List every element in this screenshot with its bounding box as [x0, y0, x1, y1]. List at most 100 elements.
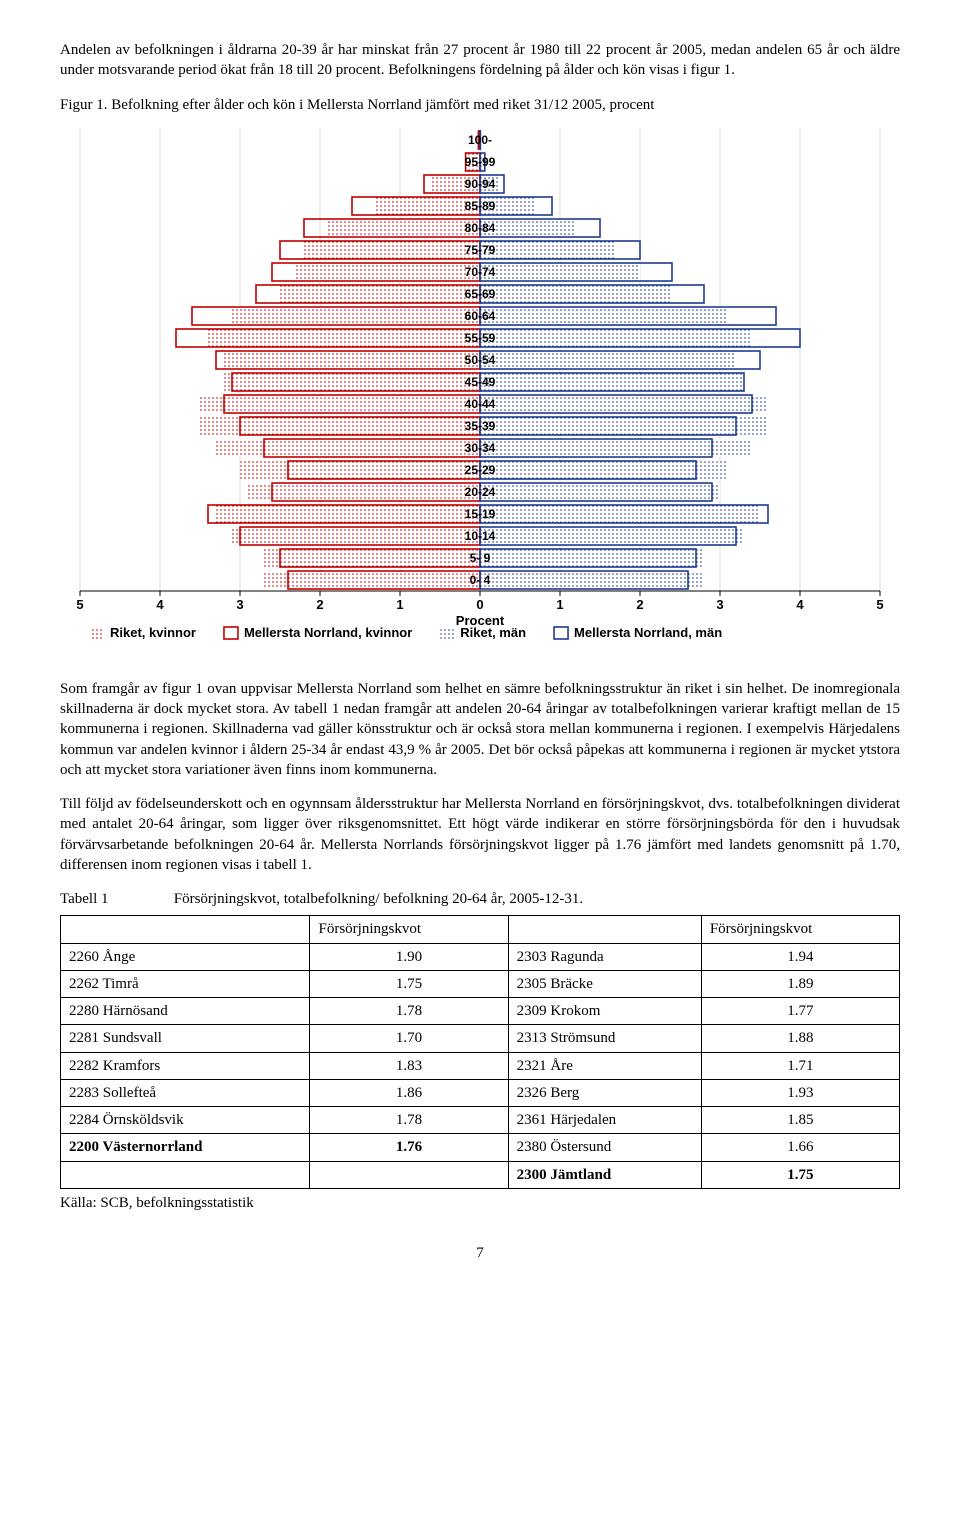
- bar-riket-man: [480, 549, 704, 567]
- bar-riket-man: [480, 263, 640, 281]
- table-row: 2262 Timrå1.752305 Bräcke1.89: [61, 970, 900, 997]
- table-cell: 2200 Västernorrland: [61, 1134, 310, 1161]
- bar-riket-man: [480, 571, 704, 589]
- table-cell: 2280 Härnösand: [61, 998, 310, 1025]
- table-cell: 1.77: [701, 998, 899, 1025]
- table-cell: 2305 Bräcke: [508, 970, 701, 997]
- table-cell: 2309 Krokom: [508, 998, 701, 1025]
- bar-riket-kvinnor: [240, 461, 480, 479]
- figure-title: Figur 1. Befolkning efter ålder och kön …: [60, 95, 900, 115]
- bar-riket-man: [480, 285, 672, 303]
- table-row: 2281 Sundsvall1.702313 Strömsund1.88: [61, 1025, 900, 1052]
- bar-riket-man: [480, 307, 728, 325]
- bar-riket-man: [480, 461, 728, 479]
- age-label: 65-69: [465, 287, 496, 301]
- age-label: 35-39: [465, 419, 496, 433]
- age-label: 75-79: [465, 243, 496, 257]
- bar-riket-kvinnor: [280, 285, 480, 303]
- bar-riket-man: [480, 241, 616, 259]
- bar-riket-kvinnor: [224, 351, 480, 369]
- x-tick: 3: [716, 597, 723, 612]
- legend-mn-man-swatch: [554, 627, 568, 639]
- table-heading: Tabell 1 Försörjningskvot, totalbefolkni…: [60, 889, 900, 909]
- table-col-4: Försörjningskvot: [701, 916, 899, 943]
- table-cell: 1.94: [701, 943, 899, 970]
- table-col-2: Försörjningskvot: [310, 916, 508, 943]
- x-tick: 4: [156, 597, 164, 612]
- body-paragraph-2: Som framgår av figur 1 ovan uppvisar Mel…: [60, 679, 900, 780]
- bar-riket-kvinnor: [216, 439, 480, 457]
- intro-paragraph: Andelen av befolkningen i åldrarna 20-39…: [60, 40, 900, 81]
- bar-riket-kvinnor: [232, 307, 480, 325]
- bar-riket-man: [480, 505, 760, 523]
- age-label: 0- 4: [470, 573, 491, 587]
- table-header-row: Försörjningskvot Försörjningskvot: [61, 916, 900, 943]
- age-label: 60-64: [465, 309, 496, 323]
- age-label: 95-99: [465, 155, 496, 169]
- table-row: 2260 Ånge1.902303 Ragunda1.94: [61, 943, 900, 970]
- age-label: 55-59: [465, 331, 496, 345]
- age-label: 10-14: [465, 529, 496, 543]
- age-label: 90-94: [465, 177, 496, 191]
- age-label: 70-74: [465, 265, 496, 279]
- x-tick: 2: [316, 597, 323, 612]
- legend-riket-man: Riket, män: [460, 625, 526, 640]
- bar-riket-kvinnor: [264, 549, 480, 567]
- table-cell: 2281 Sundsvall: [61, 1025, 310, 1052]
- table-cell: 1.86: [310, 1079, 508, 1106]
- legend-mn-kvinnor-swatch: [224, 627, 238, 639]
- bar-riket-man: [480, 395, 768, 413]
- age-label: 40-44: [465, 397, 496, 411]
- bar-riket-kvinnor: [248, 483, 480, 501]
- table-label: Tabell 1: [60, 889, 170, 909]
- table-source: Källa: SCB, befolkningsstatistik: [60, 1193, 900, 1213]
- table-cell: 1.70: [310, 1025, 508, 1052]
- table-row: 2283 Sollefteå1.862326 Berg1.93: [61, 1079, 900, 1106]
- table-cell: 1.90: [310, 943, 508, 970]
- table-cell: 2284 Örnsköldsvik: [61, 1107, 310, 1134]
- table-cell: 1.89: [701, 970, 899, 997]
- x-tick: 1: [396, 597, 403, 612]
- age-label: 50-54: [465, 353, 496, 367]
- age-label: 25-29: [465, 463, 496, 477]
- table-cell: 1.85: [701, 1107, 899, 1134]
- table-cell: 2262 Timrå: [61, 970, 310, 997]
- table-cell: [310, 1161, 508, 1188]
- legend-mn-man: Mellersta Norrland, män: [574, 625, 722, 640]
- x-tick: 4: [796, 597, 804, 612]
- table-row: 2284 Örnsköldsvik1.782361 Härjedalen1.85: [61, 1107, 900, 1134]
- table-cell: 1.66: [701, 1134, 899, 1161]
- bar-riket-kvinnor: [208, 329, 480, 347]
- table-row: 2300 Jämtland1.75: [61, 1161, 900, 1188]
- x-tick: 5: [76, 597, 83, 612]
- bar-riket-man: [480, 417, 768, 435]
- bar-riket-man: [480, 351, 736, 369]
- x-tick: 5: [876, 597, 883, 612]
- x-tick: 1: [556, 597, 563, 612]
- table-cell: 2283 Sollefteå: [61, 1079, 310, 1106]
- bar-riket-man: [480, 483, 720, 501]
- table-col-3: [508, 916, 701, 943]
- bar-riket-kvinnor: [328, 219, 480, 237]
- age-label: 5- 9: [470, 551, 491, 565]
- table-cell: 1.78: [310, 1107, 508, 1134]
- table-cell: 2303 Ragunda: [508, 943, 701, 970]
- age-label: 30-34: [465, 441, 496, 455]
- bar-riket-man: [480, 527, 744, 545]
- age-label: 20-24: [465, 485, 496, 499]
- bar-riket-kvinnor: [216, 505, 480, 523]
- bar-riket-man: [480, 329, 752, 347]
- bar-riket-kvinnor: [200, 417, 480, 435]
- body-paragraph-3: Till följd av födelseunderskott och en o…: [60, 794, 900, 875]
- table-row: 2280 Härnösand1.782309 Krokom1.77: [61, 998, 900, 1025]
- table-cell: 2321 Åre: [508, 1052, 701, 1079]
- x-tick: 0: [476, 597, 483, 612]
- legend-riket-kvinnor: Riket, kvinnor: [110, 625, 196, 640]
- table-cell: 2361 Härjedalen: [508, 1107, 701, 1134]
- population-pyramid: 100-95-9990-9485-8980-8475-7970-7465-696…: [60, 121, 900, 661]
- table-cell: 2260 Ånge: [61, 943, 310, 970]
- table-cell: 1.83: [310, 1052, 508, 1079]
- legend-mn-kvinnor: Mellersta Norrland, kvinnor: [244, 625, 412, 640]
- bar-riket-kvinnor: [232, 527, 480, 545]
- table-cell: 2313 Strömsund: [508, 1025, 701, 1052]
